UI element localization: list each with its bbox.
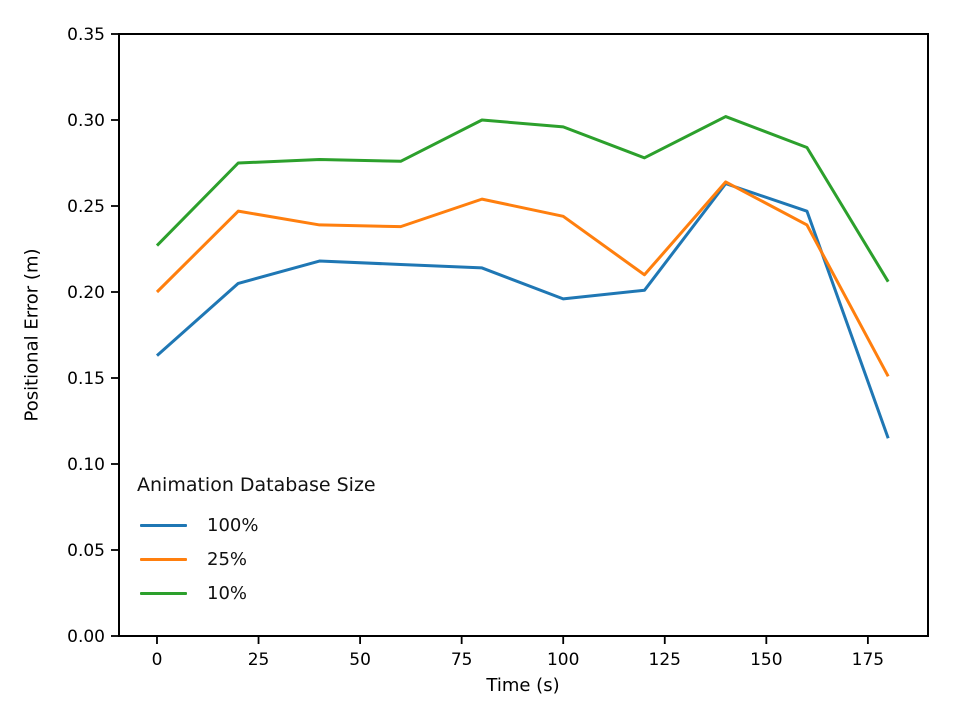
x-tick-label: 125 [649, 650, 681, 670]
legend-swatch-10pct-icon [140, 591, 187, 595]
y-tick-label: 0.10 [67, 455, 105, 475]
y-tick-label: 0.15 [67, 369, 105, 389]
y-tick-label: 0.20 [67, 283, 105, 303]
legend: Animation Database Size 100% 25% 10% [137, 474, 376, 610]
y-axis-label: Positional Error (m) [21, 248, 43, 422]
series-line-25% [155, 180, 890, 377]
x-tick-label: 0 [152, 650, 163, 670]
legend-swatch-25pct-icon [140, 557, 187, 561]
y-tick-label: 0.00 [67, 627, 105, 647]
x-tick-label: 75 [451, 650, 473, 670]
legend-rows: 100% 25% 10% [140, 508, 376, 610]
y-tick-label: 0.25 [67, 197, 105, 217]
series-line-10% [155, 115, 890, 283]
x-axis-label: Time (s) [486, 675, 560, 696]
y-tick-label: 0.30 [67, 111, 105, 131]
x-tick-label: 100 [547, 650, 579, 670]
legend-item-25pct: 25% [140, 542, 376, 576]
y-tick-label: 0.35 [67, 25, 105, 45]
x-tick-label: 150 [750, 650, 782, 670]
legend-item-100pct: 100% [140, 508, 376, 542]
legend-label: 10% [207, 582, 248, 604]
legend-swatch-100pct-icon [140, 523, 187, 527]
x-tick-label: 50 [349, 650, 371, 670]
series-line-100% [155, 182, 890, 439]
axes-spines [118, 33, 929, 637]
y-tick-label: 0.05 [67, 541, 105, 561]
legend-label: 25% [207, 548, 248, 570]
legend-title: Animation Database Size [137, 474, 376, 496]
x-tick-label: 175 [852, 650, 884, 670]
legend-item-10pct: 10% [140, 576, 376, 610]
legend-label: 100% [207, 514, 259, 536]
x-tick-label: 25 [248, 650, 270, 670]
